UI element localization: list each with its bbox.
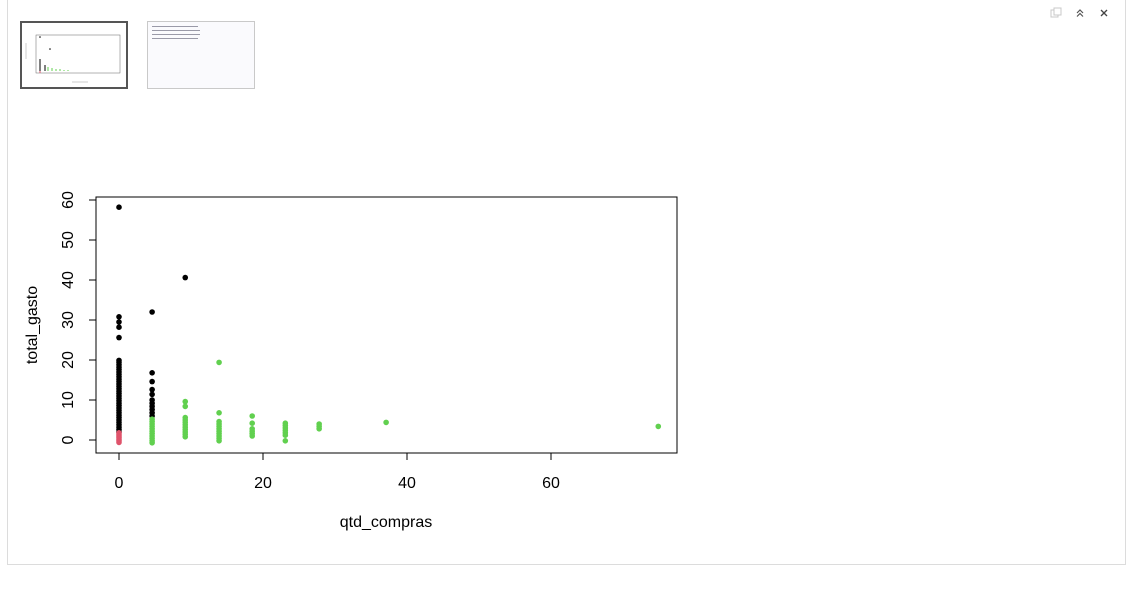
data-point-black (149, 370, 155, 376)
data-points (116, 204, 662, 446)
y-axis-label: total_gasto (24, 286, 41, 364)
thumbnail-console-output[interactable] (147, 21, 255, 89)
data-point-green (249, 433, 255, 439)
data-point-black (149, 378, 155, 385)
restore-icon[interactable] (1049, 6, 1063, 20)
data-point-black (149, 391, 155, 398)
thumbnail-plot[interactable] (20, 21, 128, 89)
data-point-black (116, 324, 122, 331)
close-icon[interactable] (1097, 6, 1111, 20)
viewer-toolbar (1049, 6, 1111, 20)
plot-frame (95, 196, 678, 454)
y-tick-label: 50 (60, 231, 77, 249)
data-point-black (182, 274, 189, 281)
data-point-green (282, 438, 289, 444)
data-point-black (149, 386, 155, 393)
data-point-black (116, 334, 122, 341)
y-tick-label: 20 (60, 351, 77, 369)
y-axis: 0 10 20 30 40 50 60 (60, 191, 97, 444)
data-point-green (182, 398, 189, 405)
data-point-green (282, 432, 289, 439)
y-tick-label: 30 (60, 311, 77, 329)
x-tick-label: 20 (254, 475, 272, 492)
data-point-green (316, 426, 322, 432)
y-tick-label: 60 (60, 191, 77, 209)
data-point-black (149, 309, 155, 315)
y-tick-label: 0 (60, 435, 77, 444)
x-tick-label: 60 (542, 475, 560, 492)
data-point-green (216, 359, 222, 366)
x-axis: 0 20 40 60 (115, 452, 560, 492)
x-tick-label: 40 (398, 475, 416, 492)
data-point-black (116, 314, 122, 320)
data-point-black (116, 204, 122, 210)
data-point-green (383, 419, 389, 426)
x-axis-label: qtd_compras (340, 514, 433, 531)
data-point-green (182, 434, 189, 440)
plot-history-thumbnails (20, 21, 255, 89)
y-tick-label: 10 (60, 391, 77, 409)
x-tick-label: 0 (115, 475, 124, 492)
data-point-green (655, 423, 662, 430)
data-point-green (249, 420, 255, 427)
y-tick-label: 40 (60, 271, 77, 289)
data-point-green (149, 440, 155, 446)
data-point-green (216, 438, 222, 444)
plot-viewer-pane (7, 0, 1126, 565)
collapse-up-icon[interactable] (1073, 6, 1087, 20)
data-point-green (182, 403, 189, 410)
data-point-black (116, 319, 122, 325)
data-point-green (216, 410, 222, 416)
data-point-green (249, 413, 255, 419)
data-point-red (116, 439, 122, 446)
